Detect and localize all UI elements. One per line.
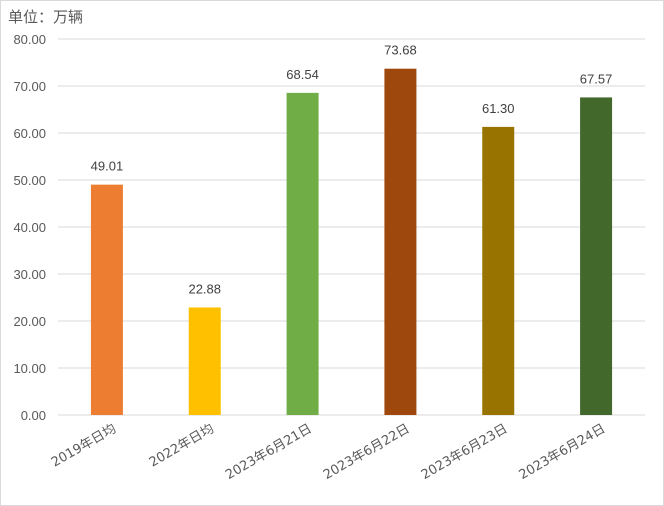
y-tick-label: 50.00 [13, 173, 46, 188]
x-tick-label: 2023年6月22日 [321, 421, 412, 482]
bar [482, 126, 515, 415]
y-tick-label: 40.00 [13, 220, 46, 235]
data-label: 68.54 [286, 67, 319, 82]
data-label: 61.30 [482, 101, 515, 116]
x-tick-label: 2023年6月23日 [419, 421, 510, 482]
y-tick-label: 20.00 [13, 314, 46, 329]
data-label: 67.57 [580, 71, 613, 86]
x-tick-label: 2023年6月24日 [517, 421, 608, 482]
y-tick-label: 30.00 [13, 267, 46, 282]
unit-label: 单位：万辆 [8, 8, 84, 26]
bars [90, 68, 613, 416]
data-label: 73.68 [384, 43, 417, 58]
gridlines [58, 38, 645, 416]
y-tick-label: 0.00 [21, 408, 46, 423]
x-axis-ticks: 2019年日均 2022年日均 2023年6月21日 2023年6月22日 2023年6… [49, 421, 608, 482]
data-label: 22.88 [188, 281, 221, 296]
y-tick-label: 10.00 [13, 361, 46, 376]
x-tick-label: 2019年日均 [49, 421, 119, 470]
bar [188, 307, 221, 415]
bar [580, 97, 613, 416]
y-axis-ticks: 0.00 10.00 20.00 30.00 40.00 50.00 60.00 70.00 8… [13, 32, 46, 423]
data-label: 49.01 [91, 159, 124, 174]
bar [384, 68, 417, 415]
data-labels: 49.01 22.88 68.54 73.68 61.30 67.57 [91, 43, 613, 297]
bar [90, 184, 123, 415]
x-tick-label: 2023年6月21日 [223, 421, 314, 482]
y-tick-label: 70.00 [13, 79, 46, 94]
bar [286, 92, 319, 415]
x-tick-label: 2022年日均 [147, 421, 217, 470]
y-tick-label: 60.00 [13, 126, 46, 141]
y-tick-label: 80.00 [13, 32, 46, 47]
